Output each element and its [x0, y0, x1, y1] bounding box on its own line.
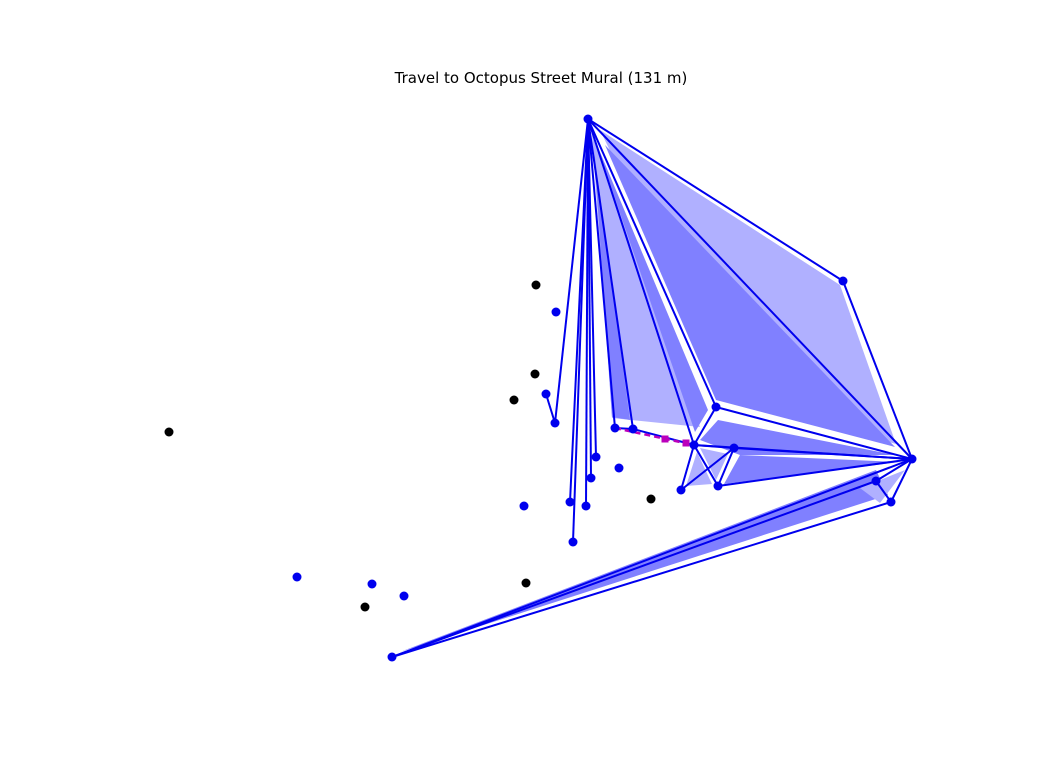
face-6 [724, 455, 900, 484]
edge-e2-e4 [890, 458, 913, 503]
node-m4 [713, 481, 723, 491]
edge-hub-c2 [587, 118, 634, 430]
edge-m3-e2 [733, 447, 913, 460]
edge-m5-m3 [680, 447, 735, 491]
edge-hub-c1 [587, 118, 616, 429]
node-e1 [838, 276, 848, 286]
node-c7 [565, 497, 575, 507]
edge-m3-m4 [717, 447, 735, 487]
node-e3 [871, 476, 881, 486]
face-3 [595, 140, 708, 432]
node-k6 [521, 578, 531, 588]
edge-m4-e2 [717, 458, 913, 487]
edge-m2-m5 [680, 444, 695, 491]
node-k1 [531, 280, 541, 290]
node-c4 [541, 389, 551, 399]
node-i1 [551, 307, 561, 317]
node-k5 [646, 494, 656, 504]
edge-hub-c8 [585, 118, 589, 507]
figure-title: Travel to Octopus Street Mural (131 m) [394, 69, 688, 87]
node-c5 [591, 452, 601, 462]
node-k3 [509, 395, 519, 405]
edge-m2-m4 [693, 444, 719, 487]
node-m3 [729, 443, 739, 453]
edge-m2-m3 [693, 444, 735, 449]
node-m5 [676, 485, 686, 495]
node-e2 [907, 454, 917, 464]
edge-e2-e3 [875, 458, 913, 482]
route-marker-0 [661, 435, 669, 443]
node-m2 [689, 440, 699, 450]
node-c9 [568, 537, 578, 547]
node-e4 [886, 497, 896, 507]
node-k4 [164, 427, 174, 437]
node-c2 [628, 424, 638, 434]
node-hub [583, 114, 593, 124]
edge-hub-e1 [587, 118, 844, 282]
edge-hub-c9 [572, 118, 589, 543]
node-k2 [530, 369, 540, 379]
edge-layer [391, 118, 913, 658]
route-layer [614, 426, 695, 447]
node-k7 [360, 602, 370, 612]
edge-e1-e2 [842, 280, 913, 460]
node-i3 [519, 501, 529, 511]
node-c8 [581, 501, 591, 511]
face-10 [860, 470, 905, 503]
node-i4 [292, 572, 302, 582]
edge-hub-m2 [587, 118, 695, 446]
edge-hub-e2 [587, 118, 913, 460]
edge-m1-m2 [693, 406, 717, 446]
edge-c3-c4 [545, 393, 556, 424]
node-c6 [586, 473, 596, 483]
edge-hub-c3 [554, 118, 589, 424]
route-line [614, 426, 695, 447]
face-1 [605, 145, 895, 447]
route-marker-1 [682, 439, 690, 447]
node-i2 [614, 463, 624, 473]
node-i5 [367, 579, 377, 589]
node-m1 [711, 402, 721, 412]
edge-s1-e3 [391, 480, 877, 658]
edge-hub-m1 [587, 118, 717, 408]
face-7 [686, 452, 712, 486]
edge-s1-e2 [391, 458, 913, 658]
node-i6 [399, 591, 409, 601]
face-5 [700, 420, 895, 455]
node-c3 [550, 418, 560, 428]
edge-s1-e4 [391, 501, 892, 658]
node-c1 [610, 423, 620, 433]
node-s1 [387, 652, 397, 662]
edge-m1-e2 [715, 406, 913, 460]
face-layer [400, 130, 905, 652]
node-layer [164, 114, 917, 662]
